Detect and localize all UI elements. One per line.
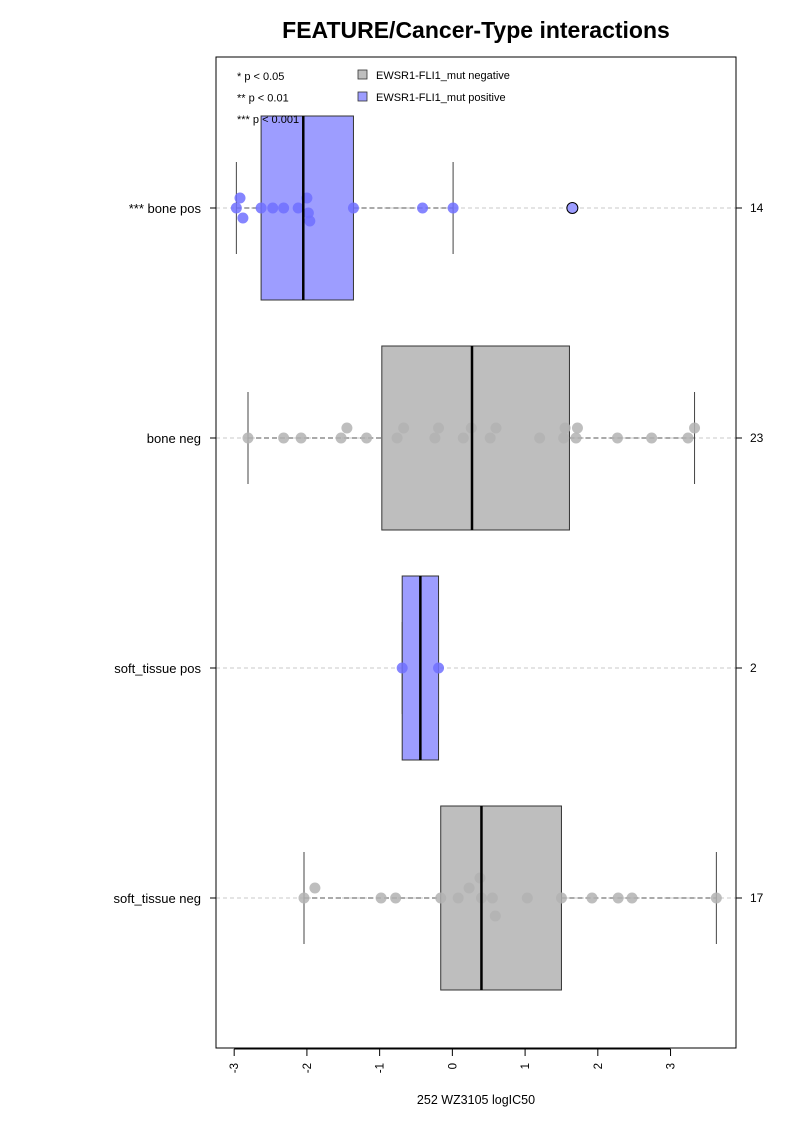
data-point: [347, 202, 359, 214]
data-point: [335, 432, 347, 444]
data-point: [375, 892, 387, 904]
x-tick-label: 1: [520, 1063, 532, 1069]
chart-title: FEATURE/Cancer-Type interactions: [282, 17, 670, 43]
data-point: [447, 202, 459, 214]
data-point: [558, 432, 570, 444]
data-point: [646, 432, 658, 444]
data-point: [433, 422, 445, 434]
group-0: *** bone pos 14: [129, 115, 764, 301]
category-label: bone neg: [147, 431, 201, 446]
data-point: [689, 422, 701, 434]
data-point: [391, 432, 403, 444]
data-point: [267, 202, 279, 214]
significance-legend-entry: * p < 0.05: [237, 71, 284, 83]
x-axis: -3 -2 -1 0 1 2 3: [229, 1048, 678, 1073]
x-tick-label: 0: [447, 1063, 459, 1069]
count-label: 14: [750, 201, 764, 215]
data-point: [278, 202, 290, 214]
category-label: soft_tissue pos: [114, 661, 201, 676]
data-point: [234, 192, 246, 204]
x-tick-label: -2: [302, 1063, 314, 1073]
data-point: [452, 892, 464, 904]
data-point: [304, 215, 316, 227]
count-label: 23: [750, 431, 764, 445]
data-point: [435, 892, 447, 904]
data-point: [295, 432, 307, 444]
data-point: [559, 422, 571, 434]
data-point: [429, 432, 441, 444]
legend: * p < 0.05 ** p < 0.01 *** p < 0.001 EWSR1-…: [237, 69, 510, 126]
data-point: [417, 202, 429, 214]
data-point: [682, 432, 694, 444]
data-point: [484, 432, 496, 444]
plot-layer: *** bone pos 14 bone neg 23 soft_tissue pos 2…: [114, 115, 764, 991]
significance-legend-entry: *** p < 0.001: [237, 114, 299, 126]
data-point: [571, 422, 583, 434]
data-point: [463, 882, 475, 894]
data-point: [278, 432, 290, 444]
data-point: [555, 892, 567, 904]
legend-entry: EWSR1-FLI1_mut positive: [376, 92, 506, 104]
data-point: [396, 662, 408, 674]
count-label: 17: [750, 891, 764, 905]
data-point: [255, 202, 267, 214]
data-point: [710, 892, 722, 904]
category-label: *** bone pos: [129, 201, 202, 216]
category-label: soft_tissue neg: [114, 891, 201, 906]
data-point: [489, 910, 501, 922]
data-point: [586, 892, 598, 904]
data-point: [457, 432, 469, 444]
legend-entry: EWSR1-FLI1_mut negative: [376, 70, 510, 82]
legend-swatch: [357, 69, 368, 80]
data-point: [237, 212, 249, 224]
data-point: [486, 892, 498, 904]
outlier-point: [566, 202, 579, 214]
legend-swatch: [357, 91, 368, 102]
data-point: [398, 422, 410, 434]
data-point: [490, 422, 502, 434]
x-tick-label: 2: [593, 1063, 605, 1069]
count-label: 2: [750, 661, 757, 675]
data-point: [341, 422, 353, 434]
data-point: [361, 432, 373, 444]
x-tick-label: 3: [666, 1063, 678, 1069]
x-axis-label: 252 WZ3105 logIC50: [417, 1093, 535, 1107]
data-point: [534, 432, 546, 444]
data-point: [570, 432, 582, 444]
data-point: [474, 872, 486, 884]
group-1: bone neg 23: [147, 345, 764, 531]
group-3: soft_tissue neg 17: [114, 805, 764, 991]
data-point: [433, 662, 445, 674]
data-point: [612, 892, 624, 904]
data-point: [230, 202, 242, 214]
data-point: [242, 432, 254, 444]
significance-legend-entry: ** p < 0.01: [237, 93, 289, 105]
data-point: [292, 202, 304, 214]
data-point: [390, 892, 402, 904]
x-tick-label: -3: [229, 1063, 241, 1073]
plot-frame: [215, 56, 737, 1049]
data-point: [626, 892, 638, 904]
data-point: [611, 432, 623, 444]
group-2: soft_tissue pos 2: [114, 575, 757, 761]
x-tick-label: -1: [375, 1063, 387, 1073]
data-point: [309, 882, 321, 894]
data-point: [298, 892, 310, 904]
data-point: [521, 892, 533, 904]
